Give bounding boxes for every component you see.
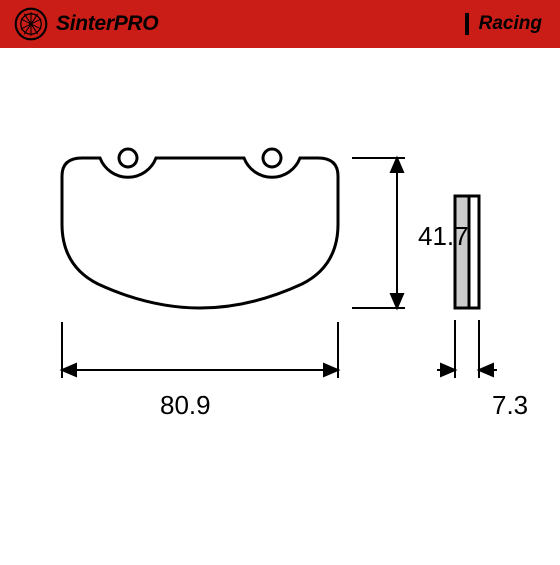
width-value: 80.9 <box>160 390 211 421</box>
thickness-value: 7.3 <box>492 390 528 421</box>
divider-icon <box>465 13 469 35</box>
brand-name: SinterPRO <box>56 12 158 36</box>
brand-logo-icon <box>14 7 48 41</box>
product-header: SinterPRO Racing <box>0 0 560 48</box>
height-value: 41.7 <box>418 221 469 252</box>
category-block: Racing <box>465 13 542 35</box>
brand-block: SinterPRO <box>14 7 158 41</box>
brake-pad-drawing <box>0 48 560 560</box>
dimension-diagram: 80.9 41.7 7.3 <box>0 48 560 560</box>
category-label: Racing <box>479 13 542 35</box>
